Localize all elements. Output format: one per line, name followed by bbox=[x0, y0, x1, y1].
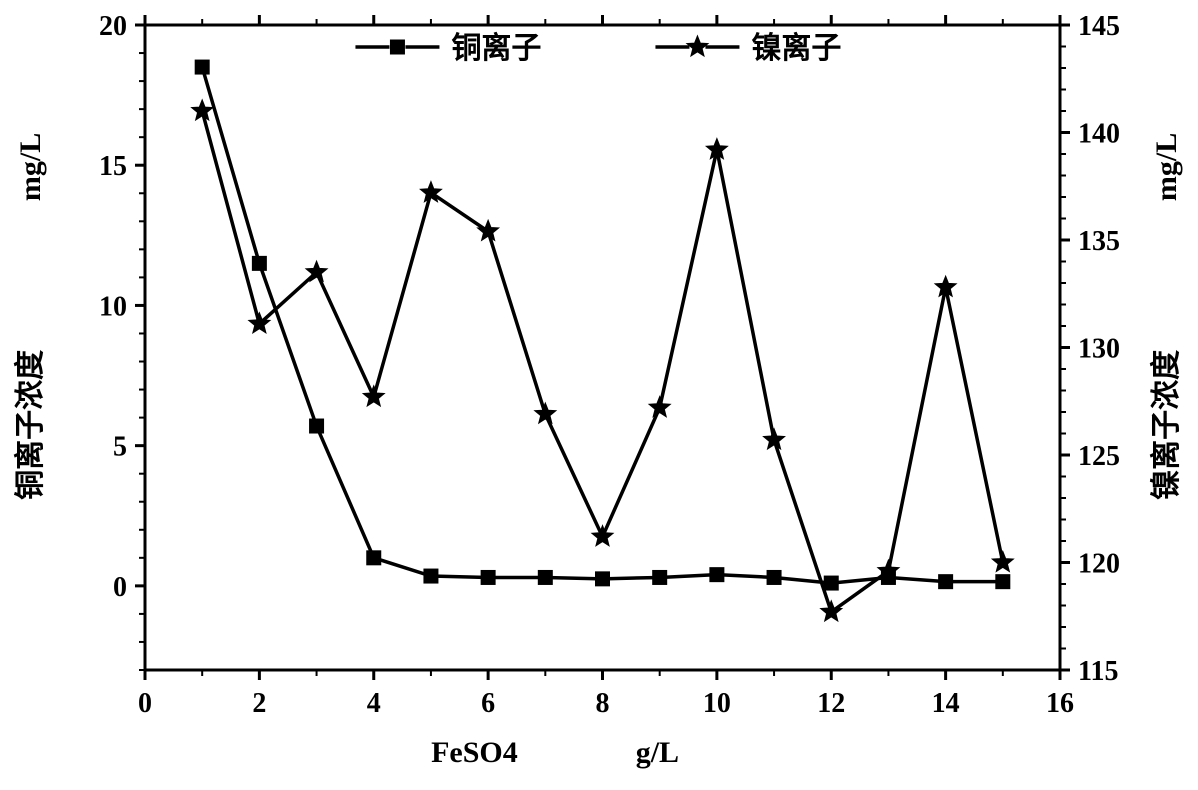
yr-tick-label: 145 bbox=[1078, 11, 1120, 42]
star-marker bbox=[992, 551, 1013, 571]
square-marker bbox=[195, 60, 209, 74]
square-marker bbox=[310, 419, 324, 433]
square-marker bbox=[538, 570, 552, 584]
x-tick-label: 2 bbox=[252, 688, 266, 719]
star-marker bbox=[592, 526, 613, 546]
star-marker bbox=[478, 220, 499, 240]
x-axis-unit: g/L bbox=[636, 736, 679, 769]
star-marker bbox=[363, 386, 384, 406]
chart-container: 0 2 4 6 8 10 12 14 16 0 5 10 15 20 115 120 125 130 135 140 1… bbox=[0, 0, 1198, 790]
yr-tick-label: 125 bbox=[1078, 441, 1120, 472]
x-tick-label: 6 bbox=[481, 688, 495, 719]
x-tick-label: 0 bbox=[138, 688, 152, 719]
series-0 bbox=[195, 60, 1010, 590]
legend-star-icon bbox=[687, 36, 708, 56]
yr-tick-label: 140 bbox=[1078, 119, 1120, 150]
x-tick-label: 12 bbox=[817, 688, 845, 719]
y-right-label: 镍离子浓度 bbox=[1150, 350, 1183, 500]
legend: 铜离子 镍离子 bbox=[355, 32, 841, 65]
x-tick-label: 4 bbox=[367, 688, 381, 719]
x-tick-label: 8 bbox=[596, 688, 610, 719]
yr-tick-label: 130 bbox=[1078, 334, 1120, 365]
x-tick-label: 10 bbox=[703, 688, 731, 719]
square-marker bbox=[424, 569, 438, 583]
yr-tick-label: 115 bbox=[1078, 656, 1118, 687]
legend-square-icon bbox=[390, 40, 404, 54]
yl-tick-label: 0 bbox=[113, 572, 127, 603]
series-line-0 bbox=[202, 67, 1003, 583]
square-marker bbox=[996, 575, 1010, 589]
square-marker bbox=[710, 568, 724, 582]
square-marker bbox=[824, 576, 838, 590]
y-right-unit: mg/L bbox=[1150, 133, 1183, 201]
yr-tick-label: 120 bbox=[1078, 549, 1120, 580]
x-tick-label: 14 bbox=[932, 688, 960, 719]
legend-label: 铜离子 bbox=[451, 32, 541, 65]
star-marker bbox=[821, 601, 842, 621]
square-marker bbox=[767, 570, 781, 584]
legend-label: 镍离子 bbox=[751, 32, 841, 65]
yl-tick-label: 20 bbox=[99, 11, 127, 42]
yl-tick-label: 15 bbox=[99, 151, 127, 182]
dual-axis-chart: 0 2 4 6 8 10 12 14 16 0 5 10 15 20 115 120 125 130 135 140 1… bbox=[0, 0, 1198, 790]
star-marker bbox=[763, 429, 784, 449]
yl-tick-label: 10 bbox=[99, 291, 127, 322]
yr-tick-label: 135 bbox=[1078, 226, 1120, 257]
x-axis-label: FeSO4 bbox=[431, 736, 518, 769]
yl-tick-label: 5 bbox=[113, 432, 127, 463]
square-marker bbox=[939, 575, 953, 589]
square-marker bbox=[252, 256, 266, 270]
series-1 bbox=[192, 100, 1014, 621]
y-left-unit: mg/L bbox=[14, 133, 47, 201]
square-marker bbox=[653, 570, 667, 584]
y-left-label: 铜离子浓度 bbox=[14, 350, 47, 500]
square-marker bbox=[596, 572, 610, 586]
square-marker bbox=[367, 551, 381, 565]
x-tick-label: 16 bbox=[1046, 688, 1074, 719]
star-marker bbox=[535, 403, 556, 423]
square-marker bbox=[481, 570, 495, 584]
star-marker bbox=[649, 397, 670, 417]
